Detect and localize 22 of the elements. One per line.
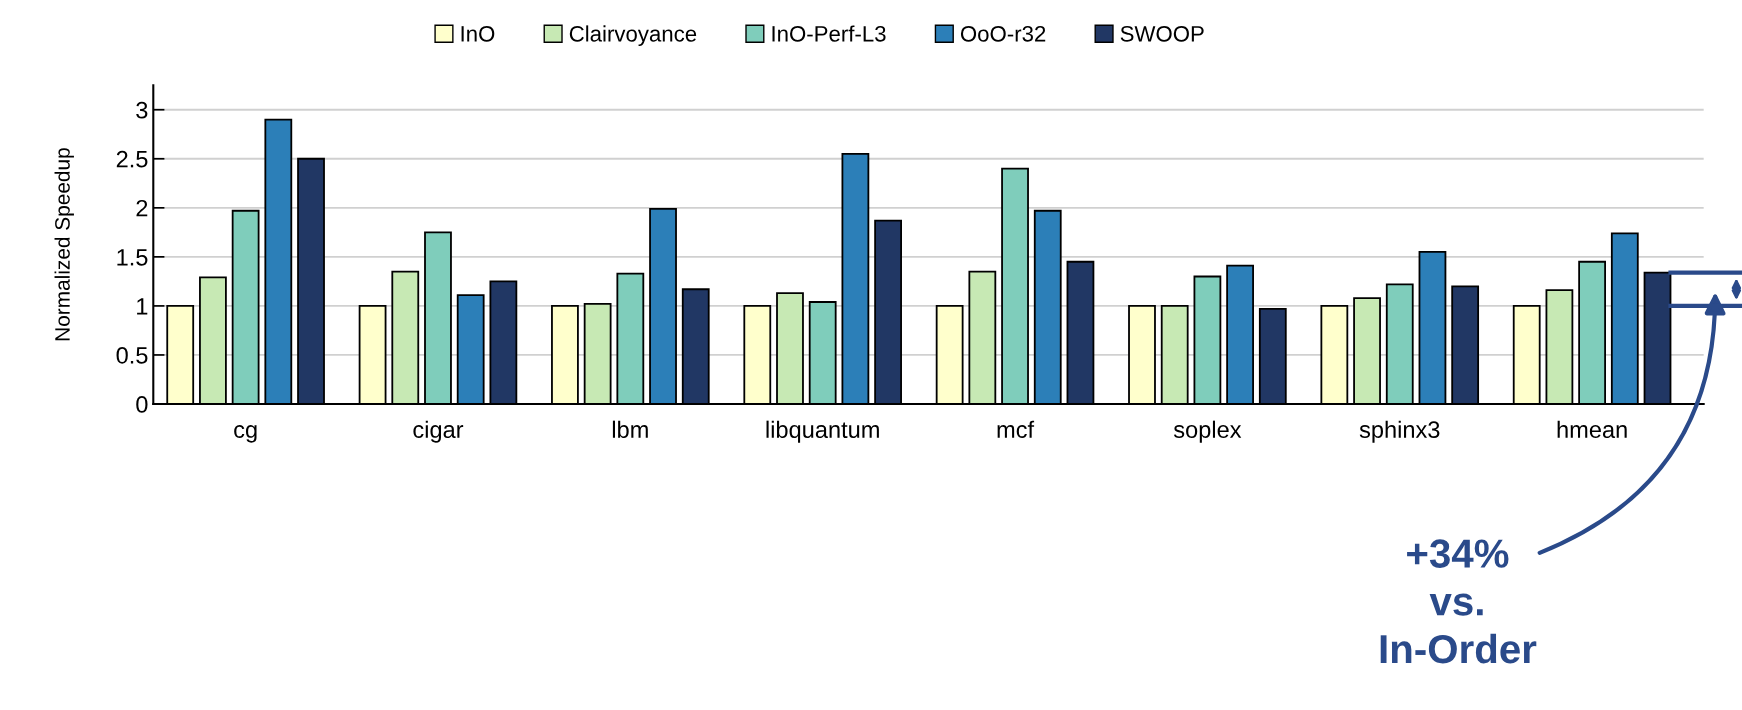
x-tick-label: cigar: [413, 420, 464, 443]
y-tick-label: 0.5: [116, 347, 148, 364]
y-tick-label: 0: [136, 396, 148, 413]
y-tick-label: 1: [137, 298, 148, 315]
legend-label: InO-Perf-L3: [772, 25, 886, 42]
legend-label: InO: [461, 25, 495, 42]
x-tick-label: mcf: [997, 420, 1035, 438]
y-tick-label: 3: [136, 101, 148, 119]
x-tick-label: sphinx3: [1359, 420, 1440, 443]
x-tick-label: hmean: [1557, 420, 1627, 438]
x-tick-label: soplex: [1173, 420, 1242, 443]
legend-label: SWOOP: [1120, 25, 1204, 42]
y-axis-title: Normalized Speedup: [54, 148, 74, 341]
x-tick-label: libquantum: [766, 420, 879, 443]
legend-label: OoO-r32: [960, 25, 1046, 42]
y-tick-label: 1.5: [117, 249, 148, 266]
text: +34% vs. In-Order: [1380, 539, 1537, 664]
y-tick-label: 2.5: [116, 150, 148, 168]
legend-label: Clairvoyance: [569, 25, 697, 47]
x-tick-label: cg: [234, 425, 257, 443]
x-tick-label: lbm: [612, 420, 648, 438]
y-tick-label: 2: [136, 199, 148, 217]
